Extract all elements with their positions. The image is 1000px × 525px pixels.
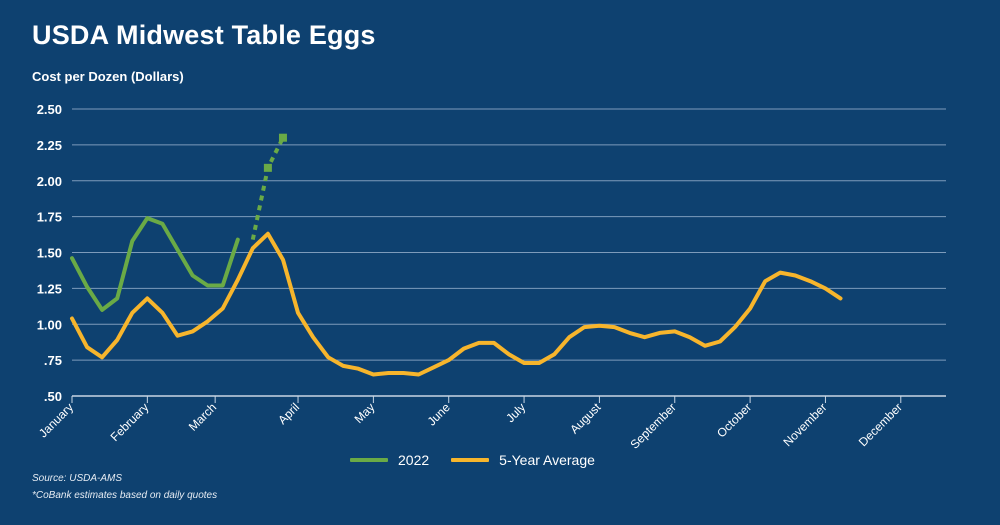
y-tick-labels: 2.50 2.25 2.00 1.75 1.50 1.25 1.00 .75 .50 — [37, 102, 62, 404]
x-tick-label-june: June — [425, 400, 454, 429]
grid-lines — [72, 108, 946, 397]
legend-swatch-5yr-avg — [451, 458, 490, 462]
y-tick-label: 1.75 — [37, 210, 62, 225]
estimate-point-marker — [263, 163, 272, 172]
series-line-1 — [250, 136, 285, 241]
y-tick-label: .75 — [44, 353, 62, 368]
y-tick-label: 1.00 — [37, 317, 62, 332]
legend: 2022 5-Year Average — [350, 452, 617, 468]
series-line-2 — [70, 231, 843, 377]
legend-item-2022: 2022 — [350, 452, 429, 468]
x-tick-label-november: November — [781, 400, 830, 449]
x-tick-label-april: April — [275, 400, 302, 427]
legend-label-5yr-avg: 5-Year Average — [499, 452, 595, 468]
y-tick-label: .50 — [44, 389, 62, 404]
legend-label-2022: 2022 — [398, 452, 430, 468]
y-tick-label: 2.00 — [37, 174, 62, 189]
x-tick-label-may: May — [352, 400, 378, 426]
x-tick-label-december: December — [856, 400, 905, 449]
y-tick-label: 1.25 — [37, 281, 62, 296]
source-note: Source: USDA-AMS — [32, 473, 123, 484]
estimate-point-marker — [278, 133, 287, 142]
x-tick-label-january: January — [36, 400, 76, 440]
chart-title: USDA Midwest Table Eggs — [32, 20, 376, 50]
x-tick-labels: January February March April May June July Augu… — [36, 396, 905, 452]
x-tick-label-august: August — [567, 400, 604, 437]
x-tick-label-july: July — [503, 400, 528, 425]
x-tick-label-october: October — [714, 400, 754, 440]
estimate-note: *CoBank estimates based on daily quotes — [32, 490, 218, 501]
x-tick-label-february: February — [108, 400, 152, 444]
y-tick-label: 1.50 — [37, 246, 62, 261]
legend-item-5yr-avg: 5-Year Average — [451, 452, 595, 468]
series-lines — [70, 133, 843, 377]
series-line-0 — [70, 216, 240, 312]
legend-swatch-2022 — [350, 458, 388, 462]
x-tick-label-march: March — [186, 400, 219, 433]
y-tick-label: 2.50 — [37, 102, 62, 117]
y-axis-title: Cost per Dozen (Dollars) — [32, 69, 184, 84]
y-tick-label: 2.25 — [37, 138, 62, 153]
x-tick-label-september: September — [627, 400, 678, 451]
